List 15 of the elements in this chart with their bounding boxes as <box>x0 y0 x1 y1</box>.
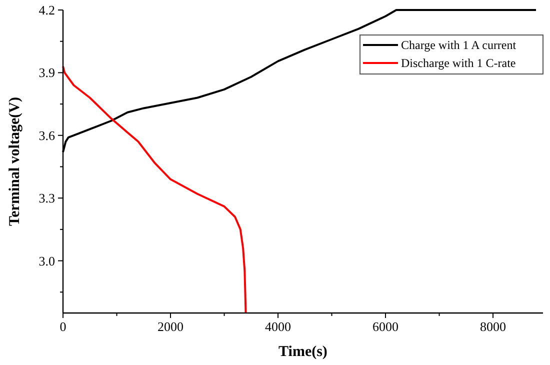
y-tick-label: 3.0 <box>38 253 55 268</box>
x-tick-label: 8000 <box>480 319 506 334</box>
y-tick-label: 3.3 <box>38 190 55 206</box>
y-tick-label: 4.2 <box>38 2 55 18</box>
legend-label: Charge with 1 A current <box>401 38 517 52</box>
x-tick-label: 0 <box>60 319 66 334</box>
legend-label: Discharge with 1 C-rate <box>401 56 516 70</box>
x-tick-label: 6000 <box>372 319 399 334</box>
x-axis-title: Time(s) <box>278 344 328 360</box>
line-series <box>62 65 247 314</box>
x-tick-label: 2000 <box>158 319 184 334</box>
y-tick-label: 3.9 <box>38 65 55 80</box>
x-tick-label: 4000 <box>265 319 292 334</box>
y-tick-label: 3.6 <box>38 128 56 143</box>
y-axis-title: Terminal voltage(V) <box>7 96 23 226</box>
